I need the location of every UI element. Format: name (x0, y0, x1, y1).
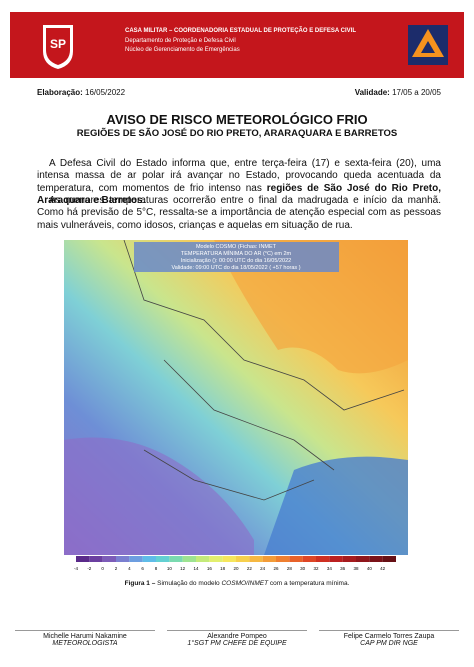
colorbar-cell (222, 556, 236, 562)
colorbar-label: 12 (180, 566, 186, 571)
colorbar-label: 4 (128, 566, 131, 571)
colorbar-label: 42 (380, 566, 386, 571)
colorbar-label: 26 (273, 566, 279, 571)
validade: Validade: 17/05 a 20/05 (355, 88, 441, 97)
role: METEOROLOGISTA (52, 640, 118, 647)
header-line: Departamento de Proteção e Defesa Civil (125, 38, 236, 44)
colorbar-label: 32 (313, 566, 319, 571)
colorbar-cell (142, 556, 156, 562)
colorbar-label: 36 (340, 566, 346, 571)
colorbar-cell (182, 556, 196, 562)
paragraph: A Defesa Civil do Estado informa que, en… (37, 158, 441, 207)
caption: Figura 1 – Simulação do modelo COSMO/INM… (0, 580, 474, 587)
colorbar-cell (276, 556, 290, 562)
signature: Michelle Harumi Nakamine METEOROLOGISTA (15, 630, 155, 647)
map-text: Modelo COSMO (Fichas: INMET (196, 244, 277, 250)
elaboracao: Elaboração: 16/05/2022 (37, 88, 125, 97)
colorbar-cell (102, 556, 116, 562)
signature: Felipe Carmelo Torres Zaupa CAP PM DIR NG… (319, 630, 459, 647)
colorbar-label: 20 (233, 566, 239, 571)
colorbar-label: 38 (353, 566, 359, 571)
colorbar-cell (209, 556, 223, 562)
colorbar-cell (302, 556, 316, 562)
name: Felipe Carmelo Torres Zaupa (343, 633, 435, 640)
colorbar-label: -4 (74, 566, 78, 571)
colorbar-cell (289, 556, 303, 562)
header-line: Núcleo de Gerenciamento de Emergências (125, 47, 240, 53)
colorbar-cell (262, 556, 276, 562)
colorbar-cell (169, 556, 183, 562)
colorbar-label: 30 (300, 566, 306, 571)
text: As menores temperaturas ocorrerão entre … (37, 195, 441, 231)
colorbar-cell (369, 556, 383, 562)
colorbar-cell (382, 556, 396, 562)
paragraph: As menores temperaturas ocorrerão entre … (37, 195, 441, 232)
map-text: Validade: 09:00 UTC do dia 18/05/2022 ( … (171, 265, 300, 271)
name: Michelle Harumi Nakamine (43, 633, 127, 640)
bold-text: regiões de São José do Rio Preto, Araraq… (37, 182, 441, 206)
colorbar-label: 16 (207, 566, 213, 571)
colorbar-label: 6 (141, 566, 144, 571)
colorbar-cell (329, 556, 343, 562)
colorbar-label: 18 (220, 566, 226, 571)
colorbar: -4 -2 0 2 4 6 8 10 12 14 16 18 20 22 24 26 28 30 32 34 36 38 4… (74, 556, 396, 571)
svg-text:SP: SP (50, 37, 66, 51)
colorbar-label: 34 (327, 566, 333, 571)
colorbar-cell (156, 556, 170, 562)
caption-text: com a temperatura mínima. (269, 580, 350, 587)
colorbar-cell (316, 556, 330, 562)
date: 16/05/2022 (85, 88, 126, 97)
title: AVISO DE RISCO METEOROLÓGICO FRIO (106, 112, 368, 127)
header-line: CASA MILITAR – COORDENADORIA ESTADUAL DE… (125, 28, 357, 34)
civil-defense-logo (408, 25, 448, 65)
colorbar-cell (76, 556, 90, 562)
colorbar-cell (342, 556, 356, 562)
colorbar-label: 22 (247, 566, 253, 571)
map-text: TEMPERATURA MÍNIMA DO AR (°C) em 2m (181, 250, 292, 257)
signature: Alexandre Pompeo 1°SGT PM CHEFE DE EQUIPE (167, 630, 307, 647)
colorbar-cell (89, 556, 103, 562)
subtitle: REGIÕES DE SÃO JOSÉ DO RIO PRETO, ARARAQ… (76, 128, 398, 139)
colorbar-label: 10 (167, 566, 173, 571)
colorbar-cell (236, 556, 250, 562)
colorbar-label: 28 (287, 566, 293, 571)
colorbar-label: -2 (87, 566, 91, 571)
role: 1°SGT PM CHEFE DE EQUIPE (187, 640, 287, 647)
caption-text: Simulação do modelo (157, 580, 220, 587)
text: . (142, 194, 146, 206)
colorbar-cell (116, 556, 130, 562)
colorbar-label: 0 (101, 566, 104, 571)
colorbar-label: 24 (260, 566, 266, 571)
label: Elaboração: (37, 88, 83, 97)
caption-label: Figura 1 – (124, 580, 156, 587)
colorbar-cell (249, 556, 263, 562)
colorbar-cell (129, 556, 143, 562)
colorbar-cell (196, 556, 210, 562)
role: CAP PM DIR NGE (360, 640, 418, 647)
map: Modelo COSMO (Fichas: INMET TEMPERATURA … (64, 240, 408, 571)
colorbar-label: 40 (367, 566, 373, 571)
text: A Defesa Civil do Estado informa que, en… (37, 158, 441, 194)
date: 17/05 a 20/05 (392, 88, 441, 97)
colorbar-label: 14 (193, 566, 199, 571)
map-text: Inicialização (): 00:00 UTC do dia 16/05… (181, 258, 291, 264)
caption-model: COSMO/INMET (221, 580, 269, 587)
colorbar-cell (356, 556, 370, 562)
header: SP CASA MILITAR – COORDENADORIA ESTADUAL… (10, 12, 464, 78)
colorbar-label: 2 (115, 566, 118, 571)
colorbar-label: 8 (155, 566, 158, 571)
sp-logo: SP (43, 25, 73, 69)
name: Alexandre Pompeo (207, 633, 267, 640)
label: Validade: (354, 88, 390, 97)
